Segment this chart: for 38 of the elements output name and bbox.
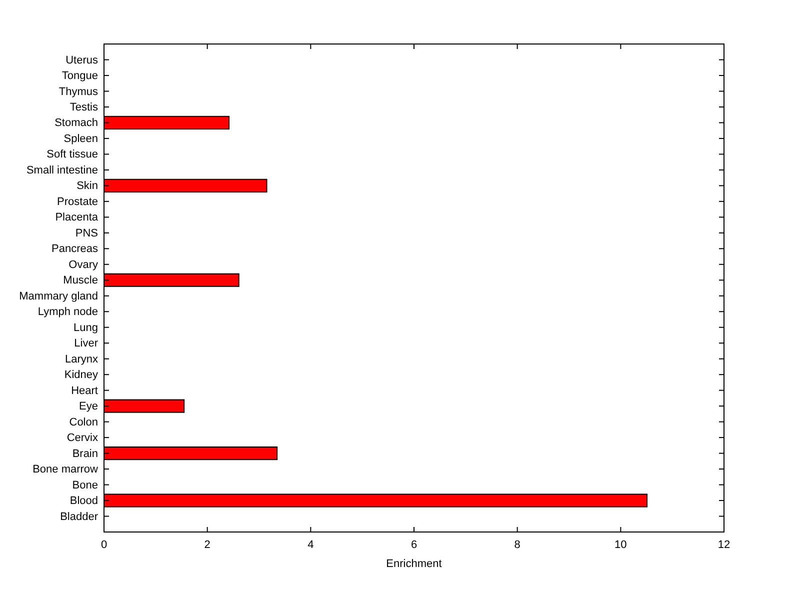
y-tick-label: Bone marrow [32, 464, 98, 476]
y-tick-label: Prostate [57, 196, 98, 208]
y-tick-label: Uterus [66, 54, 98, 66]
x-tick-label: 8 [514, 538, 520, 551]
y-tick-label: Cervix [66, 432, 98, 444]
y-tick-label: Soft tissue [46, 148, 98, 161]
y-tick-label: Blood [70, 495, 98, 508]
y-tick-label: Larynx [64, 353, 98, 366]
y-tick-label: Heart [71, 384, 98, 397]
y-tick-label: Mammary gland [19, 290, 98, 302]
x-tick-label: 12 [718, 538, 730, 551]
y-tick-label: Bone [72, 479, 98, 492]
y-tick-label: Stomach [54, 117, 98, 130]
y-tick-label: Pancreas [52, 243, 98, 256]
x-tick-label: 2 [204, 538, 210, 551]
y-tick-label: Liver [74, 338, 98, 350]
y-tick-label: Tongue [62, 70, 98, 82]
y-tick-label: Testis [70, 101, 98, 114]
x-axis-title: Enrichment [386, 558, 442, 570]
x-tick-label: 6 [410, 538, 418, 551]
x-tick-label: 4 [308, 538, 314, 551]
y-tick-label: Eye [79, 400, 98, 413]
y-tick-label: Brain [72, 448, 98, 460]
y-tick-label: Kidney [64, 369, 98, 382]
y-tick-label: Lymph node [38, 306, 98, 318]
y-tick-label: Ovary [68, 258, 98, 271]
y-tick-label: Lung [74, 322, 98, 334]
x-tick-label: 0 [100, 538, 108, 551]
y-tick-label: Thymus [58, 86, 98, 98]
y-tick-label: Colon [69, 416, 98, 428]
x-tick-label: 10 [614, 538, 627, 551]
y-tick-label: Muscle [63, 274, 98, 287]
y-tick-label: PNS [75, 227, 98, 240]
y-tick-label: Skin [76, 180, 98, 192]
y-tick-label: Spleen [64, 132, 98, 145]
y-tick-label: Placenta [55, 212, 99, 224]
y-tick-label: Small intestine [26, 164, 98, 176]
y-tick-label: Bladder [60, 510, 98, 523]
